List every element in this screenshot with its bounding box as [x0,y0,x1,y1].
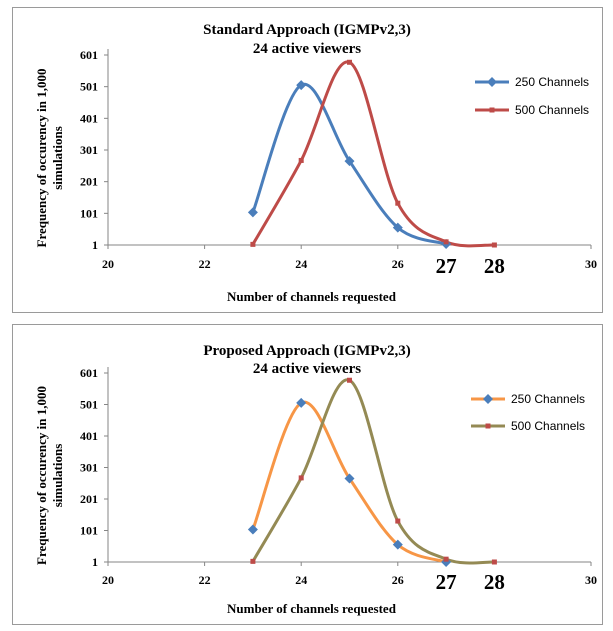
y-tick-label: 301 [80,461,98,475]
chart-proposed: Proposed Approach (IGMPv2,3) 24 active vi… [34,343,597,616]
data-point-square [298,475,304,481]
data-point-diamond [344,156,355,167]
data-point-square [347,59,352,65]
x-tick-label: 22 [199,257,211,271]
y-tick-label: 101 [80,206,98,220]
data-point-square [491,242,497,248]
y-tick-label: 501 [80,80,98,94]
legend-label-2: 500 Channels [515,103,589,117]
chart-standard: Standard Approach (IGMPv2,3) 24 active vi… [34,22,597,304]
legend-marker-square [489,107,495,113]
x-tick-label: 22 [199,573,211,587]
legend-marker-diamond [487,77,497,87]
y-tick-label: 501 [80,398,98,412]
chart-title: Standard Approach (IGMPv2,3) [203,22,411,38]
y-axis-label: Frequency of occurency in 1,000simulatio… [34,69,65,248]
data-point-diamond [392,222,403,233]
data-point-diamond [296,397,307,408]
y-tick-label: 401 [80,111,98,125]
data-point-square [347,377,352,383]
x-tick-label: 27 [436,254,457,278]
x-tick-label: 24 [295,257,307,271]
x-tick-label: 30 [585,257,597,271]
data-point-diamond [392,539,403,550]
x-tick-label: 30 [585,573,597,587]
y-tick-label: 601 [80,366,98,380]
data-point-square [298,157,304,163]
data-point-diamond [247,524,258,535]
chart-subtitle: 24 active viewers [253,41,361,57]
legend-label-1: 250 Channels [515,75,589,89]
data-point-square [443,556,449,562]
legend-label-2: 500 Channels [511,419,585,433]
data-point-square [395,518,401,524]
x-tick-label: 20 [102,573,114,587]
x-axis-label: Number of channels requested [227,601,397,616]
chart-subtitle: 24 active viewers [253,361,361,377]
chart-panel-standard: Standard Approach (IGMPv2,3) 24 active vi… [12,7,603,313]
chart-title: Proposed Approach (IGMPv2,3) [203,343,410,359]
y-tick-label: 101 [80,524,98,538]
y-tick-label: 201 [80,492,98,506]
data-point-diamond [247,207,258,218]
x-tick-label: 26 [392,573,404,587]
x-tick-label: 28 [484,254,505,278]
data-point-diamond [344,473,355,484]
y-tick-label: 601 [80,48,98,62]
legend-marker-diamond [483,394,493,404]
x-tick-label: 24 [295,573,307,587]
legend-marker-square [485,423,491,429]
series-line-2 [251,60,495,248]
chart-panel-proposed: Proposed Approach (IGMPv2,3) 24 active vi… [12,324,603,625]
x-tick-label: 26 [392,257,404,271]
data-point-square [491,559,497,565]
data-point-diamond [296,80,307,91]
series-line-1 [251,400,447,564]
y-tick-label: 1 [92,238,98,252]
data-point-square [395,200,401,206]
x-tick-label: 27 [436,570,457,594]
y-tick-label: 301 [80,143,98,157]
y-tick-label: 1 [92,555,98,569]
x-axis-label: Number of channels requested [227,289,397,304]
data-point-square [250,241,256,247]
series-line-1 [251,82,447,246]
x-tick-label: 28 [484,570,505,594]
legend-label-1: 250 Channels [511,392,585,406]
y-axis-label: Frequency of occurency in 1,000simulatio… [34,386,65,565]
data-point-square [443,239,449,245]
data-point-square [250,558,256,564]
y-tick-label: 401 [80,429,98,443]
y-tick-label: 201 [80,175,98,189]
x-tick-label: 20 [102,257,114,271]
series-line-2 [251,378,495,565]
